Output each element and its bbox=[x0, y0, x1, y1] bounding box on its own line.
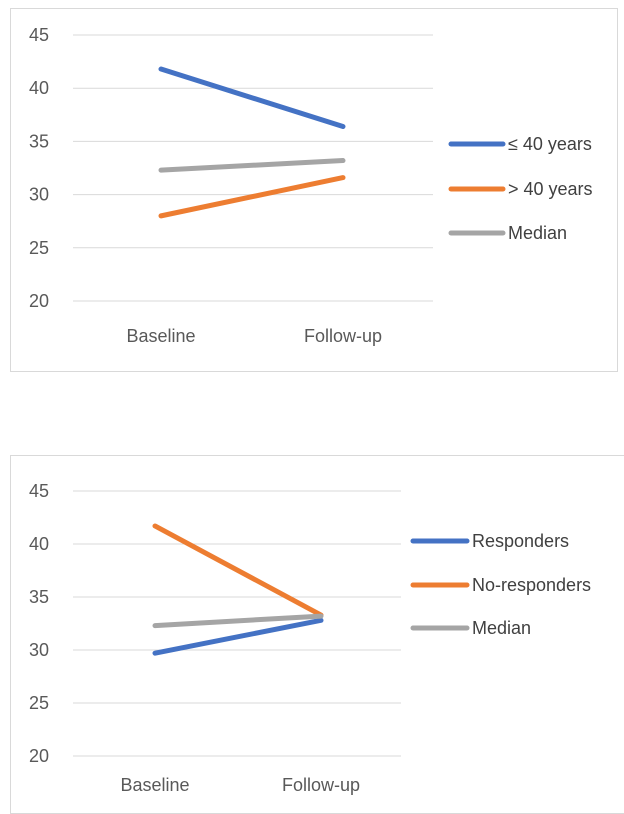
age-series-line-1 bbox=[158, 175, 346, 219]
chart-response-groups: 45 40 35 30 25 20 Baseline Follow-up Responders N… bbox=[10, 455, 624, 814]
response-y-tick-label: 35 bbox=[29, 587, 49, 607]
age-y-tick-label: 40 bbox=[29, 78, 49, 98]
chart-age-groups-svg: 45 40 35 30 25 20 Baseline Follow-up ≤ 40 years >… bbox=[29, 25, 593, 346]
response-y-tick-label: 25 bbox=[29, 693, 49, 713]
age-legend-label-2: Median bbox=[508, 223, 567, 243]
age-y-tick-label: 30 bbox=[29, 185, 49, 205]
age-y-tick-label: 35 bbox=[29, 131, 49, 151]
response-y-tick-label: 20 bbox=[29, 746, 49, 766]
age-legend-label-1: > 40 years bbox=[508, 179, 593, 199]
chart-response-groups-svg: 45 40 35 30 25 20 Baseline Follow-up Responders N… bbox=[29, 481, 591, 795]
age-series-line-2 bbox=[158, 158, 346, 173]
chart-age-groups: 45 40 35 30 25 20 Baseline Follow-up ≤ 40 years >… bbox=[10, 8, 618, 372]
age-x-category-label: Follow-up bbox=[304, 326, 382, 346]
response-y-tick-label: 45 bbox=[29, 481, 49, 501]
response-series-line-1 bbox=[152, 523, 324, 618]
response-y-tick-label: 30 bbox=[29, 640, 49, 660]
response-legend-label-0: Responders bbox=[472, 531, 569, 551]
response-series-line-0 bbox=[152, 617, 324, 656]
age-y-tick-label: 45 bbox=[29, 25, 49, 45]
age-x-category-label: Baseline bbox=[126, 326, 195, 346]
age-series-line-0 bbox=[158, 66, 346, 130]
response-legend-label-2: Median bbox=[472, 618, 531, 638]
age-y-tick-label: 20 bbox=[29, 291, 49, 311]
response-x-category-label: Baseline bbox=[120, 775, 189, 795]
response-x-category-label: Follow-up bbox=[282, 775, 360, 795]
age-y-tick-label: 25 bbox=[29, 238, 49, 258]
response-series-line-2 bbox=[152, 613, 324, 629]
response-y-tick-label: 40 bbox=[29, 534, 49, 554]
response-legend-label-1: No-responders bbox=[472, 575, 591, 595]
age-legend-label-0: ≤ 40 years bbox=[508, 134, 592, 154]
